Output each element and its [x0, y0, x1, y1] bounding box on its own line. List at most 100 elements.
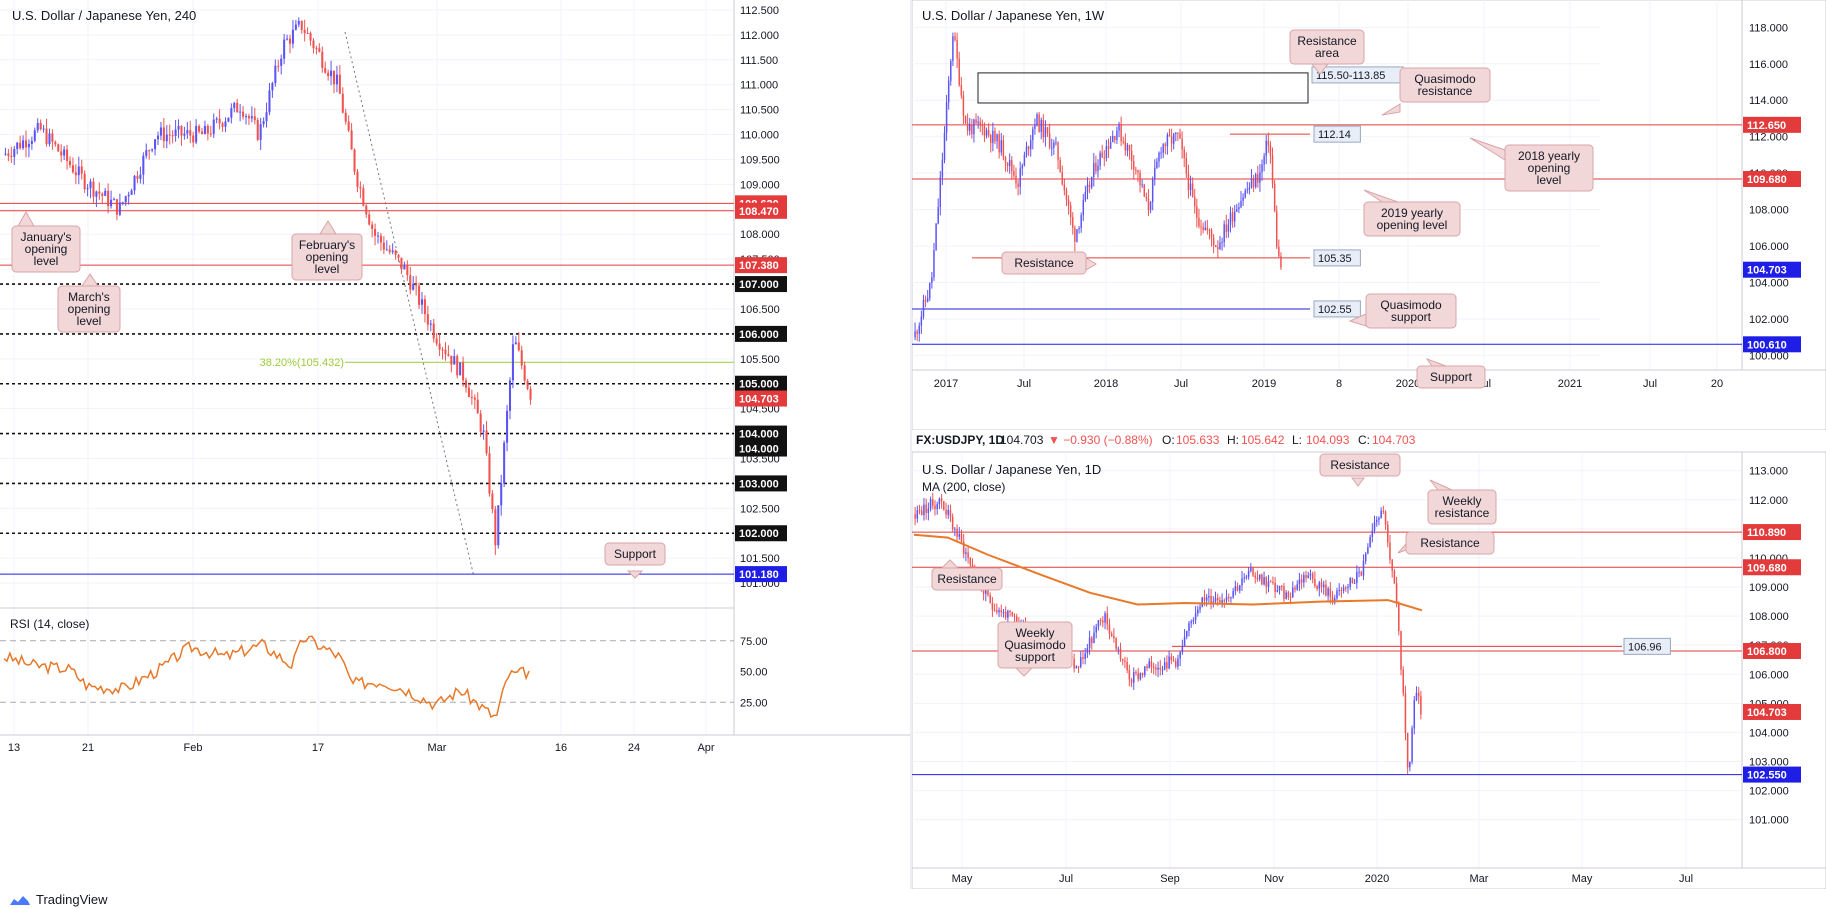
price-tick-label: 111.000 [740, 80, 778, 92]
callout-qm-resistance-text: resistance [1418, 84, 1473, 98]
candle [1108, 618, 1111, 640]
candle-body [1208, 230, 1211, 232]
tradingview-logo[interactable]: TradingView [6, 892, 108, 907]
candle-body [1118, 123, 1120, 131]
candle-body [1177, 132, 1179, 134]
candle [1225, 214, 1228, 239]
candle [462, 356, 465, 387]
callout-2018-yearly-text: level [1537, 173, 1562, 187]
candle [403, 261, 406, 270]
candle-body [1015, 616, 1018, 622]
candle [1261, 159, 1263, 181]
candle-body [438, 343, 441, 350]
candle-body [104, 190, 107, 196]
candle [1082, 650, 1084, 665]
candle [1236, 203, 1238, 213]
price-tick-label: 109.000 [1749, 582, 1789, 594]
price-tag-104.000-text: 104.000 [739, 429, 779, 441]
candle [1027, 145, 1030, 156]
candle-body [206, 126, 209, 134]
candle [347, 115, 350, 132]
candle-body [503, 442, 506, 484]
candle [359, 181, 362, 199]
ohlc-change: ▼ −0.930 (−0.88%) [1048, 433, 1153, 447]
candle [186, 121, 189, 139]
candle [951, 513, 954, 532]
candle [947, 504, 950, 520]
candle-body [1152, 666, 1155, 668]
candle [1172, 656, 1175, 662]
candle [1074, 225, 1076, 252]
callout-2019-yearly-text: opening level [1377, 218, 1448, 232]
h4-chart[interactable]: 112.500 112.000 111.500 111.000 110.500 110.0… [0, 0, 910, 889]
candle-body [1221, 242, 1223, 244]
price-tick-label: 112.000 [1749, 495, 1788, 507]
candle-body [1135, 169, 1137, 171]
candle [51, 129, 54, 150]
candle-body [1013, 615, 1016, 617]
candle [1002, 608, 1005, 618]
weekly-chart[interactable]: 118.000116.000114.000112.000110.000108.0… [912, 0, 1826, 430]
candle [962, 533, 965, 559]
candle [1163, 657, 1166, 671]
candle-body [514, 342, 517, 345]
daily-chart-panel[interactable]: FX:USDJPY, 1D 104.703 ▼ −0.930 (−0.88%) O: 1… [912, 430, 1826, 889]
price-tick-label: 108.000 [740, 229, 780, 241]
candle [1025, 141, 1028, 158]
candle [16, 141, 19, 155]
ohlc-key: O: [1162, 433, 1175, 447]
price-tag-106.800: 106.800 [1743, 643, 1801, 659]
candle [368, 210, 371, 226]
candle-body [4, 153, 7, 155]
candle [286, 34, 289, 41]
candle-body [1274, 582, 1276, 592]
candle [1367, 543, 1369, 555]
candle-body [1242, 197, 1244, 201]
candle-body [1303, 575, 1305, 583]
candle [1168, 651, 1170, 670]
candle-body [1139, 172, 1141, 186]
candle-body [265, 112, 268, 122]
candle [1221, 593, 1223, 608]
candle [118, 193, 121, 217]
candle-body [1285, 592, 1287, 599]
candle [1342, 584, 1345, 594]
tag-qm-res: 112.14 [1313, 125, 1361, 143]
callout-january-box [11, 225, 81, 273]
candle-body [1101, 152, 1103, 158]
tag-res-text: 105.35 [1318, 253, 1352, 265]
candle-body [1196, 206, 1198, 218]
candle [1336, 587, 1338, 601]
candle-body [1179, 651, 1181, 659]
candle-body [1200, 226, 1202, 228]
candle [488, 446, 491, 497]
price-tag-106.800-text: 106.800 [1747, 646, 1787, 658]
candle [1122, 136, 1124, 145]
candle-body [1078, 228, 1080, 230]
candle-body [174, 129, 177, 137]
price-tag-106.800-bg [1743, 643, 1801, 659]
candle [998, 607, 1000, 618]
price-tag-last: 104.703 [735, 390, 787, 407]
price-tag-106.000-bg [735, 325, 787, 342]
candle-body [1130, 150, 1133, 162]
candle [1415, 686, 1418, 702]
candle [1214, 591, 1217, 605]
candle [274, 59, 277, 87]
candle-body [121, 202, 124, 204]
h4-chart-panel[interactable]: 112.500 112.000 111.500 111.000 110.500 110.0… [0, 0, 910, 889]
weekly-chart-panel[interactable]: 118.000116.000114.000112.000110.000108.0… [912, 0, 1826, 430]
candle-body [922, 299, 925, 317]
candle-body [203, 126, 206, 135]
candle-body [344, 112, 347, 122]
candle-body [1019, 168, 1021, 187]
price-tag-110.890-bg [1743, 524, 1801, 541]
candle [935, 223, 937, 251]
candle [511, 335, 514, 389]
candle-body [1305, 575, 1307, 578]
candle-body [945, 509, 947, 515]
candle [1233, 204, 1236, 228]
candle [950, 59, 952, 86]
candle-body [27, 144, 30, 148]
